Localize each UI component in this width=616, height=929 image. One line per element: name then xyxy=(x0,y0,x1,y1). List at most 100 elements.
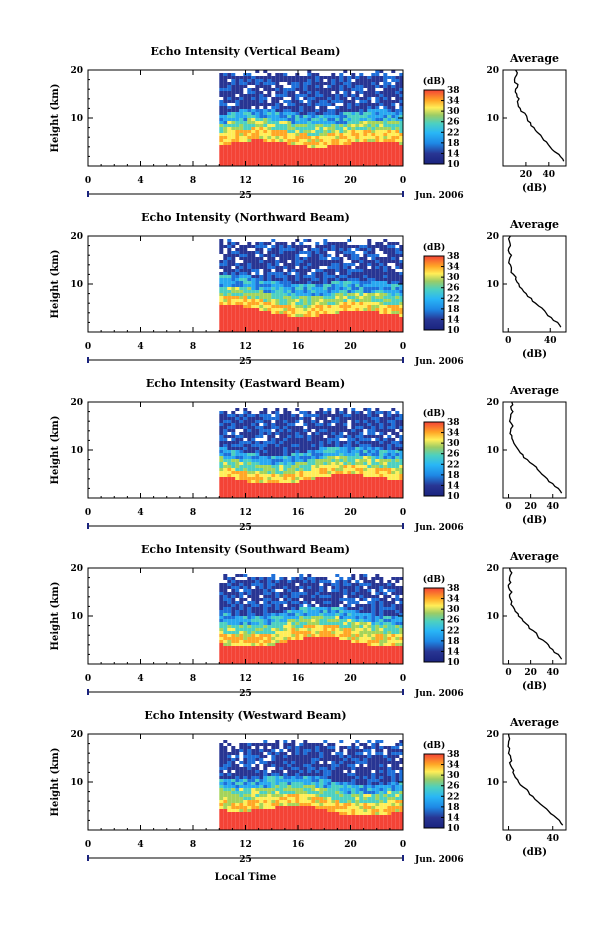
avg-x-tick-label: 0 xyxy=(505,668,511,678)
x-tick-label: 8 xyxy=(190,342,196,352)
colorbar-tick-label: 26 xyxy=(447,118,460,128)
avg-y-tick-label: 10 xyxy=(486,446,499,456)
colorbar-tick-label: 30 xyxy=(447,605,460,615)
colorbar-label: (dB) xyxy=(423,76,445,87)
avg-x-label: (dB) xyxy=(522,681,547,692)
heatmap-cells xyxy=(219,574,404,664)
avg-x-label: (dB) xyxy=(522,349,547,360)
x-tick-label: 12 xyxy=(239,508,252,518)
x-tick-label: 0 xyxy=(400,840,406,850)
colorbar xyxy=(423,753,445,829)
y-tick-label: 20 xyxy=(70,564,83,574)
y-tick-label: 10 xyxy=(70,778,83,788)
x-tick-label: 12 xyxy=(239,342,252,352)
y-tick-label: 20 xyxy=(70,398,83,408)
panel-2: Echo Intensity (Eastward Beam) 20 10 Height… xyxy=(50,377,567,533)
colorbar-tick-label: 14 xyxy=(447,647,460,657)
colorbar-tick-label: 18 xyxy=(447,471,460,481)
average-title: Average xyxy=(509,52,559,65)
y-tick-label: 10 xyxy=(70,280,83,290)
x-tick-label: 20 xyxy=(344,508,357,518)
avg-x-tick-label: 20 xyxy=(520,170,533,180)
y-axis-label: Height (km) xyxy=(50,416,61,485)
x-tick-label: 16 xyxy=(292,176,305,186)
colorbar-tick-label: 14 xyxy=(447,315,460,325)
date-label: 25 xyxy=(239,357,252,367)
average-title: Average xyxy=(509,550,559,563)
x-tick-label: 16 xyxy=(292,508,305,518)
avg-y-tick-label: 20 xyxy=(486,564,499,574)
colorbar-tick-label: 26 xyxy=(447,284,460,294)
colorbar-tick-label: 22 xyxy=(447,460,460,470)
y-axis-label: Height (km) xyxy=(50,84,61,153)
avg-x-tick-label: 0 xyxy=(505,834,511,844)
colorbar-label: (dB) xyxy=(423,408,445,419)
x-tick-label: 16 xyxy=(292,840,305,850)
panel-title: Echo Intensity (Eastward Beam) xyxy=(146,377,345,390)
y-tick-label: 10 xyxy=(70,612,83,622)
colorbar-label: (dB) xyxy=(423,242,445,253)
avg-x-label: (dB) xyxy=(522,183,547,194)
y-axis-label: Height (km) xyxy=(50,582,61,651)
colorbar-tick-label: 30 xyxy=(447,439,460,449)
y-tick-label: 20 xyxy=(70,730,83,740)
average-frame xyxy=(502,401,567,499)
y-tick-label: 10 xyxy=(70,446,83,456)
average-profile-line xyxy=(507,235,562,328)
colorbar-tick-label: 30 xyxy=(447,771,460,781)
x-tick-label: 20 xyxy=(344,176,357,186)
average-profile-line xyxy=(513,69,565,162)
average-profile-line xyxy=(507,733,564,826)
colorbar-tick-label: 18 xyxy=(447,637,460,647)
average-title: Average xyxy=(509,716,559,729)
month-label: Jun. 2006 xyxy=(414,855,464,865)
colorbar-tick-label: 22 xyxy=(447,792,460,802)
y-axis-label: Height (km) xyxy=(50,748,61,817)
avg-y-tick-label: 10 xyxy=(486,612,499,622)
panel-1: Echo Intensity (Northward Beam) 20 10 Heigh… xyxy=(50,211,567,367)
x-tick-label: 16 xyxy=(292,342,305,352)
avg-y-tick-label: 20 xyxy=(486,398,499,408)
y-axis-label: Height (km) xyxy=(50,250,61,319)
panel-title: Echo Intensity (Westward Beam) xyxy=(144,709,346,722)
x-tick-label: 4 xyxy=(137,176,143,186)
colorbar-tick-label: 38 xyxy=(447,750,460,760)
x-tick-label: 0 xyxy=(400,508,406,518)
x-tick-label: 12 xyxy=(239,674,252,684)
colorbar-tick-label: 10 xyxy=(447,824,460,834)
x-tick-label: 0 xyxy=(85,674,91,684)
avg-x-label: (dB) xyxy=(522,515,547,526)
x-tick-label: 20 xyxy=(344,840,357,850)
colorbar-tick-label: 30 xyxy=(447,107,460,117)
average-profile-line xyxy=(507,567,563,660)
colorbar-tick-label: 10 xyxy=(447,492,460,502)
panel-title: Echo Intensity (Southward Beam) xyxy=(141,543,350,556)
colorbar-tick-label: 30 xyxy=(447,273,460,283)
month-label: Jun. 2006 xyxy=(414,357,464,367)
colorbar-tick-label: 14 xyxy=(447,481,460,491)
x-tick-label: 0 xyxy=(85,840,91,850)
y-tick-label: 20 xyxy=(70,232,83,242)
colorbar-tick-label: 10 xyxy=(447,160,460,170)
colorbar-tick-label: 34 xyxy=(447,263,460,273)
x-tick-label: 0 xyxy=(400,674,406,684)
colorbar-tick-label: 34 xyxy=(447,595,460,605)
colorbar-tick-label: 22 xyxy=(447,128,460,138)
avg-y-tick-label: 20 xyxy=(486,730,499,740)
heatmap-cells xyxy=(219,70,404,166)
x-tick-label: 12 xyxy=(239,176,252,186)
x-tick-label: 20 xyxy=(344,674,357,684)
avg-x-tick-label: 20 xyxy=(524,668,537,678)
colorbar-tick-label: 18 xyxy=(447,305,460,315)
panel-title: Echo Intensity (Northward Beam) xyxy=(141,211,350,224)
average-frame xyxy=(502,733,567,831)
avg-y-tick-label: 10 xyxy=(486,114,499,124)
x-tick-label: 0 xyxy=(400,342,406,352)
x-tick-label: 0 xyxy=(400,176,406,186)
avg-x-tick-label: 40 xyxy=(543,170,556,180)
colorbar-tick-label: 18 xyxy=(447,139,460,149)
colorbar-tick-label: 38 xyxy=(447,584,460,594)
colorbar-tick-label: 34 xyxy=(447,429,460,439)
colorbar-label: (dB) xyxy=(423,740,445,751)
month-label: Jun. 2006 xyxy=(414,523,464,533)
